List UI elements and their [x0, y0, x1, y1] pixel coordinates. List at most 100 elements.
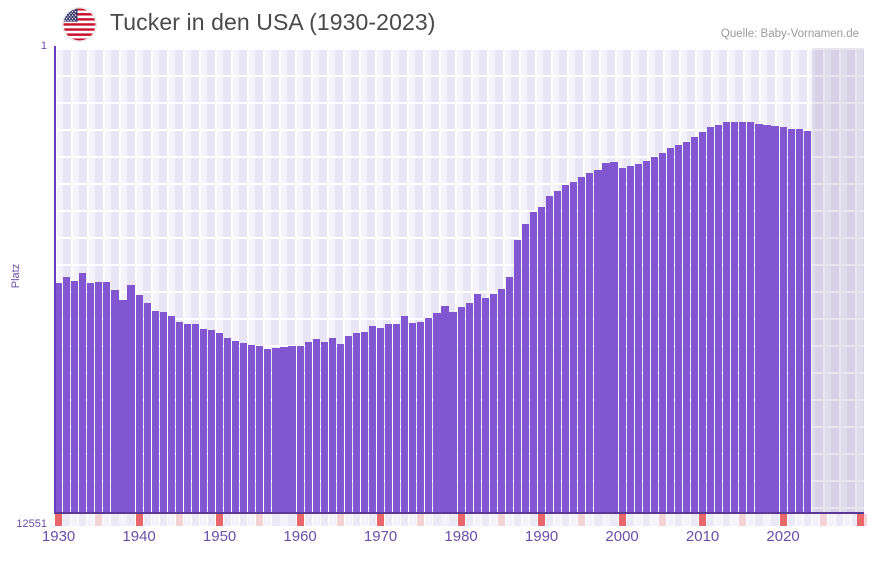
bar[interactable] — [699, 132, 707, 512]
bar[interactable] — [199, 329, 208, 512]
bar[interactable] — [248, 344, 256, 512]
bar[interactable] — [682, 141, 691, 512]
bar[interactable] — [538, 206, 546, 512]
bar[interactable] — [344, 335, 352, 512]
bar[interactable] — [707, 126, 715, 512]
bar[interactable] — [143, 303, 151, 512]
bar[interactable] — [296, 345, 304, 512]
bar[interactable] — [409, 322, 417, 512]
x-axis-tick — [650, 514, 658, 526]
bar[interactable] — [465, 302, 473, 512]
bar[interactable] — [594, 169, 602, 512]
bar[interactable] — [529, 211, 538, 512]
bar[interactable] — [715, 124, 723, 512]
bar[interactable] — [562, 184, 570, 512]
bar[interactable] — [554, 190, 562, 512]
bar[interactable] — [787, 128, 795, 512]
bar[interactable] — [650, 156, 658, 512]
bar[interactable] — [618, 167, 626, 512]
bar[interactable] — [586, 173, 594, 512]
bar[interactable] — [602, 163, 610, 512]
bar[interactable] — [433, 313, 441, 512]
bar[interactable] — [95, 282, 103, 512]
bar[interactable] — [135, 294, 143, 512]
bar[interactable] — [505, 277, 513, 512]
bar[interactable] — [634, 163, 642, 512]
bar[interactable] — [570, 181, 578, 512]
bar[interactable] — [240, 342, 248, 512]
bar[interactable] — [803, 131, 811, 512]
bar[interactable] — [224, 337, 232, 512]
bar[interactable] — [425, 317, 433, 512]
bar[interactable] — [336, 344, 344, 512]
bar[interactable] — [513, 239, 522, 512]
bar[interactable] — [723, 122, 731, 512]
bar[interactable] — [417, 322, 425, 512]
bar[interactable] — [312, 338, 320, 512]
bar[interactable] — [288, 346, 296, 512]
bar[interactable] — [71, 281, 79, 512]
bar[interactable] — [385, 324, 393, 512]
bar[interactable] — [377, 327, 385, 512]
bar[interactable] — [183, 324, 191, 512]
bar[interactable] — [497, 289, 505, 512]
bar[interactable] — [393, 323, 401, 512]
bar[interactable] — [747, 122, 755, 512]
bar[interactable] — [449, 311, 457, 512]
bar[interactable] — [304, 341, 312, 512]
bar[interactable] — [473, 294, 481, 512]
bar[interactable] — [111, 289, 119, 512]
bar[interactable] — [232, 341, 240, 512]
bar[interactable] — [167, 315, 175, 512]
bar[interactable] — [264, 348, 272, 512]
bar[interactable] — [256, 346, 264, 512]
bar[interactable] — [360, 331, 369, 512]
bar[interactable] — [79, 273, 87, 512]
bar[interactable] — [175, 321, 183, 512]
bar[interactable] — [546, 196, 554, 512]
bar[interactable] — [642, 161, 650, 512]
bar[interactable] — [87, 283, 95, 512]
bar[interactable] — [755, 123, 763, 512]
bar[interactable] — [368, 326, 377, 512]
bar[interactable] — [521, 223, 530, 512]
bar[interactable] — [320, 341, 328, 512]
bar[interactable] — [626, 166, 634, 512]
bar[interactable] — [779, 126, 787, 512]
bar[interactable] — [457, 306, 465, 512]
x-axis-tick-label: 2010 — [685, 528, 720, 545]
bar[interactable] — [489, 294, 497, 512]
bar[interactable] — [401, 315, 409, 512]
x-axis-minor-tick — [658, 514, 666, 526]
bar[interactable] — [280, 346, 288, 512]
bar[interactable] — [207, 330, 216, 512]
bar[interactable] — [578, 177, 586, 512]
bar[interactable] — [103, 281, 111, 512]
bar[interactable] — [795, 129, 803, 512]
x-axis-tick — [634, 514, 642, 526]
bar[interactable] — [159, 312, 167, 512]
bar[interactable] — [731, 121, 739, 512]
bar[interactable] — [658, 152, 666, 512]
bar[interactable] — [771, 125, 779, 512]
bar[interactable] — [216, 332, 224, 512]
bar[interactable] — [151, 310, 159, 512]
bar[interactable] — [739, 121, 747, 512]
bar[interactable] — [674, 144, 683, 512]
bar[interactable] — [119, 300, 127, 512]
bar[interactable] — [272, 347, 280, 512]
bar[interactable] — [328, 337, 336, 512]
bar[interactable] — [690, 136, 699, 512]
x-axis-tick — [835, 514, 844, 526]
bar[interactable] — [610, 161, 618, 512]
bar[interactable] — [63, 276, 71, 512]
x-axis-tick-marks — [55, 514, 868, 526]
bar[interactable] — [55, 282, 63, 512]
bar[interactable] — [666, 147, 674, 512]
bar[interactable] — [763, 124, 771, 512]
bar[interactable] — [191, 323, 200, 512]
bar[interactable] — [352, 332, 361, 512]
bar[interactable] — [481, 297, 489, 512]
bar[interactable] — [441, 306, 449, 512]
bar[interactable] — [127, 285, 135, 512]
